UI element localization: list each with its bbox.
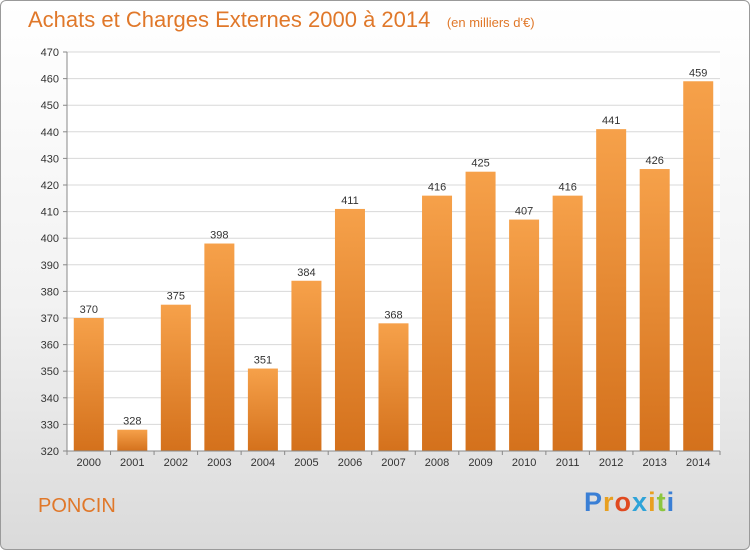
chart-title-text: Achats et Charges Externes 2000 à 2014 [28,7,431,32]
x-tick-label: 2005 [294,457,318,469]
bar [291,280,322,451]
x-tick-label: 2002 [164,457,188,469]
bar [160,304,191,451]
y-tick-label: 380 [41,286,59,298]
logo-letter: t [656,487,667,517]
bar-value-label: 459 [689,67,707,79]
bar-value-label: 407 [515,206,533,218]
x-tick-label: 2008 [425,457,449,469]
bar-value-label: 411 [341,195,359,207]
y-tick-label: 370 [41,313,59,325]
bar [596,129,627,451]
y-tick-label: 450 [41,100,59,112]
bar [552,195,583,451]
x-tick-label: 2013 [642,457,666,469]
bar [639,169,670,452]
bar [247,368,278,451]
bar [465,171,496,451]
bar-value-label: 384 [297,267,315,279]
y-tick-label: 420 [41,180,59,192]
bar [73,318,104,451]
x-tick-label: 2001 [120,457,144,469]
bar [683,81,714,451]
bar [204,243,235,451]
x-tick-label: 2000 [77,457,101,469]
bar-value-label: 416 [428,182,446,194]
bar-value-label: 375 [167,291,185,303]
y-tick-label: 410 [41,207,59,219]
y-tick-label: 440 [41,127,59,139]
bar [334,208,365,451]
logo-letter: x [632,487,649,517]
y-tick-label: 340 [41,393,59,405]
y-tick-label: 360 [41,340,59,352]
bar [422,195,453,451]
bar-value-label: 328 [123,416,141,428]
y-tick-label: 430 [41,153,59,165]
bar [378,323,409,451]
x-tick-label: 2010 [512,457,536,469]
bar-value-label: 441 [602,115,620,127]
bar-value-label: 416 [558,182,576,194]
bar [117,429,148,451]
x-tick-label: 2007 [381,457,405,469]
proxiti-logo: Proxiti [584,487,675,518]
bar-value-label: 351 [254,355,272,367]
logo-letter: i [648,487,657,517]
x-tick-label: 2014 [686,457,710,469]
y-tick-label: 470 [41,47,59,59]
bar-value-label: 426 [646,155,664,167]
y-tick-label: 460 [41,74,59,86]
x-tick-label: 2004 [251,457,275,469]
x-tick-label: 2011 [556,457,580,469]
x-tick-label: 2012 [599,457,623,469]
bar-value-label: 398 [210,230,228,242]
logo-letter: r [603,487,615,517]
y-tick-label: 400 [41,233,59,245]
logo-letter: i [666,487,676,517]
city-name: PONCIN [38,495,116,517]
chart-unit: (en milliers d'€) [446,15,535,30]
x-tick-label: 2003 [207,457,231,469]
bar [509,219,540,451]
bar-value-label: 370 [80,304,98,316]
bar-value-label: 368 [384,309,402,321]
y-tick-label: 320 [41,446,59,458]
logo-letter: P [584,487,604,517]
bar-value-label: 425 [471,158,489,170]
y-tick-label: 390 [41,260,59,272]
chart-title: Achats et Charges Externes 2000 à 2014 (… [28,7,535,33]
y-tick-label: 330 [41,419,59,431]
y-tick-label: 350 [41,366,59,378]
logo-letter: o [614,487,633,517]
x-tick-label: 2006 [338,457,362,469]
x-tick-label: 2009 [468,457,492,469]
